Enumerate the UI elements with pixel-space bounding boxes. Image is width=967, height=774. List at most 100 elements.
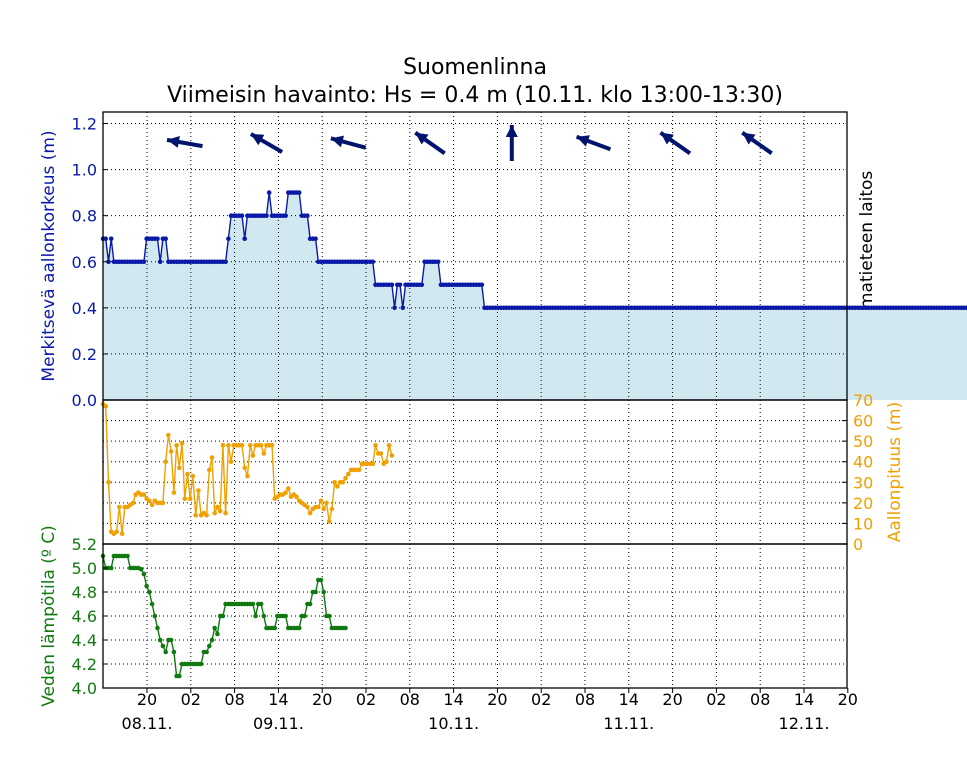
data-point (296, 190, 302, 195)
y-axis-label: Aallonpituus (m) (885, 402, 905, 542)
data-point (223, 510, 228, 516)
direction-arrow-head (742, 132, 756, 145)
data-point (187, 496, 193, 502)
data-point (269, 443, 275, 448)
data-point (397, 282, 403, 288)
data-point (179, 440, 185, 446)
data-point (313, 589, 318, 595)
y-tick-label: 5.2 (72, 535, 97, 554)
direction-arrow-head (330, 135, 345, 148)
data-point (329, 506, 335, 512)
y-tick-label: 0.4 (72, 299, 97, 318)
panel-3: 4.0 4.2 4.4 4.6 4.8 5.0 5.2 Veden lämpötila (º … (39, 525, 848, 707)
y-tick-label: 5.0 (72, 559, 97, 578)
data-point (296, 625, 302, 631)
data-point (242, 465, 247, 471)
y-tick-label: 60 (853, 412, 873, 431)
x-tick-label: 20 (137, 690, 157, 709)
data-point (212, 510, 217, 516)
y-tick-label: 50 (853, 432, 873, 451)
data-point (226, 236, 231, 241)
data-point (286, 486, 291, 491)
data-point (245, 473, 250, 479)
data-point (220, 613, 226, 619)
y-tick-label: 0.6 (72, 253, 97, 272)
x-tick-label: 02 (181, 690, 201, 709)
y-tick-label: 0.2 (72, 345, 97, 364)
data-point (384, 459, 389, 465)
data-point (305, 504, 310, 510)
data-point (479, 282, 485, 288)
data-point (157, 259, 163, 265)
data-point (266, 190, 272, 195)
x-date-label: 11.11. (603, 714, 654, 733)
data-point (307, 601, 313, 607)
data-point (378, 451, 384, 456)
x-tick-label: 20 (312, 690, 332, 709)
data-point (964, 305, 967, 311)
data-point (239, 213, 245, 218)
data-point (356, 467, 362, 473)
data-point (108, 236, 114, 241)
data-point (373, 443, 378, 448)
data-point (177, 465, 182, 471)
data-point (141, 259, 147, 265)
data-point (389, 282, 395, 288)
data-point (117, 504, 122, 510)
y-tick-label: 4.2 (72, 655, 97, 674)
data-point (247, 443, 253, 448)
y-tick-label: 70 (853, 391, 873, 410)
x-tick-label: 14 (268, 690, 288, 709)
data-point (386, 443, 392, 448)
data-point (177, 673, 182, 679)
data-point (209, 637, 215, 643)
data-point (157, 637, 163, 643)
x-date-label: 09.11. (253, 714, 304, 733)
data-point (435, 259, 441, 265)
data-point (253, 613, 258, 619)
data-point (239, 443, 245, 448)
data-point (335, 484, 340, 489)
data-point (261, 451, 267, 456)
data-point (114, 529, 119, 534)
data-point (209, 455, 215, 460)
panel-1: 0.0 0.2 0.4 0.6 0.8 1.0 1.2 Merkitsevä aallonko… (39, 111, 967, 410)
data-point (215, 504, 220, 510)
data-point (242, 236, 247, 241)
x-date-label: 12.11. (779, 714, 830, 733)
x-tick-label: 14 (619, 690, 639, 709)
data-point (108, 565, 114, 571)
data-point (258, 443, 264, 448)
data-point (155, 236, 160, 241)
data-point (147, 498, 152, 504)
wave-height-area (103, 192, 967, 400)
data-point (370, 461, 376, 467)
chart-subtitle: Viimeisin havainto: Hs = 0.4 m (10.11. k… (167, 83, 783, 108)
data-point (250, 601, 256, 607)
data-point (163, 649, 168, 655)
data-point (272, 625, 278, 631)
data-point (370, 259, 376, 265)
data-point (258, 601, 264, 607)
data-point (174, 443, 179, 448)
y-axis-label: Merkitsevä aallonkorkeus (m) (39, 130, 59, 381)
chart-title: Suomenlinna (403, 55, 547, 80)
y-tick-label: 0.0 (72, 391, 97, 410)
x-tick-label: 02 (531, 690, 551, 709)
data-point (196, 488, 201, 493)
data-point (264, 213, 269, 218)
data-point (321, 506, 327, 512)
panel-frame (102, 399, 848, 545)
data-point (343, 625, 348, 631)
x-tick-label: 08 (750, 690, 770, 709)
y-tick-label: 20 (853, 494, 873, 513)
direction-arrow-head (660, 132, 674, 145)
data-point (163, 236, 168, 241)
data-point (261, 613, 267, 619)
data-point (149, 502, 155, 508)
data-point (190, 473, 196, 479)
data-point (160, 643, 166, 649)
x-tick-label: 02 (706, 690, 726, 709)
x-tick-label: 14 (794, 690, 814, 709)
